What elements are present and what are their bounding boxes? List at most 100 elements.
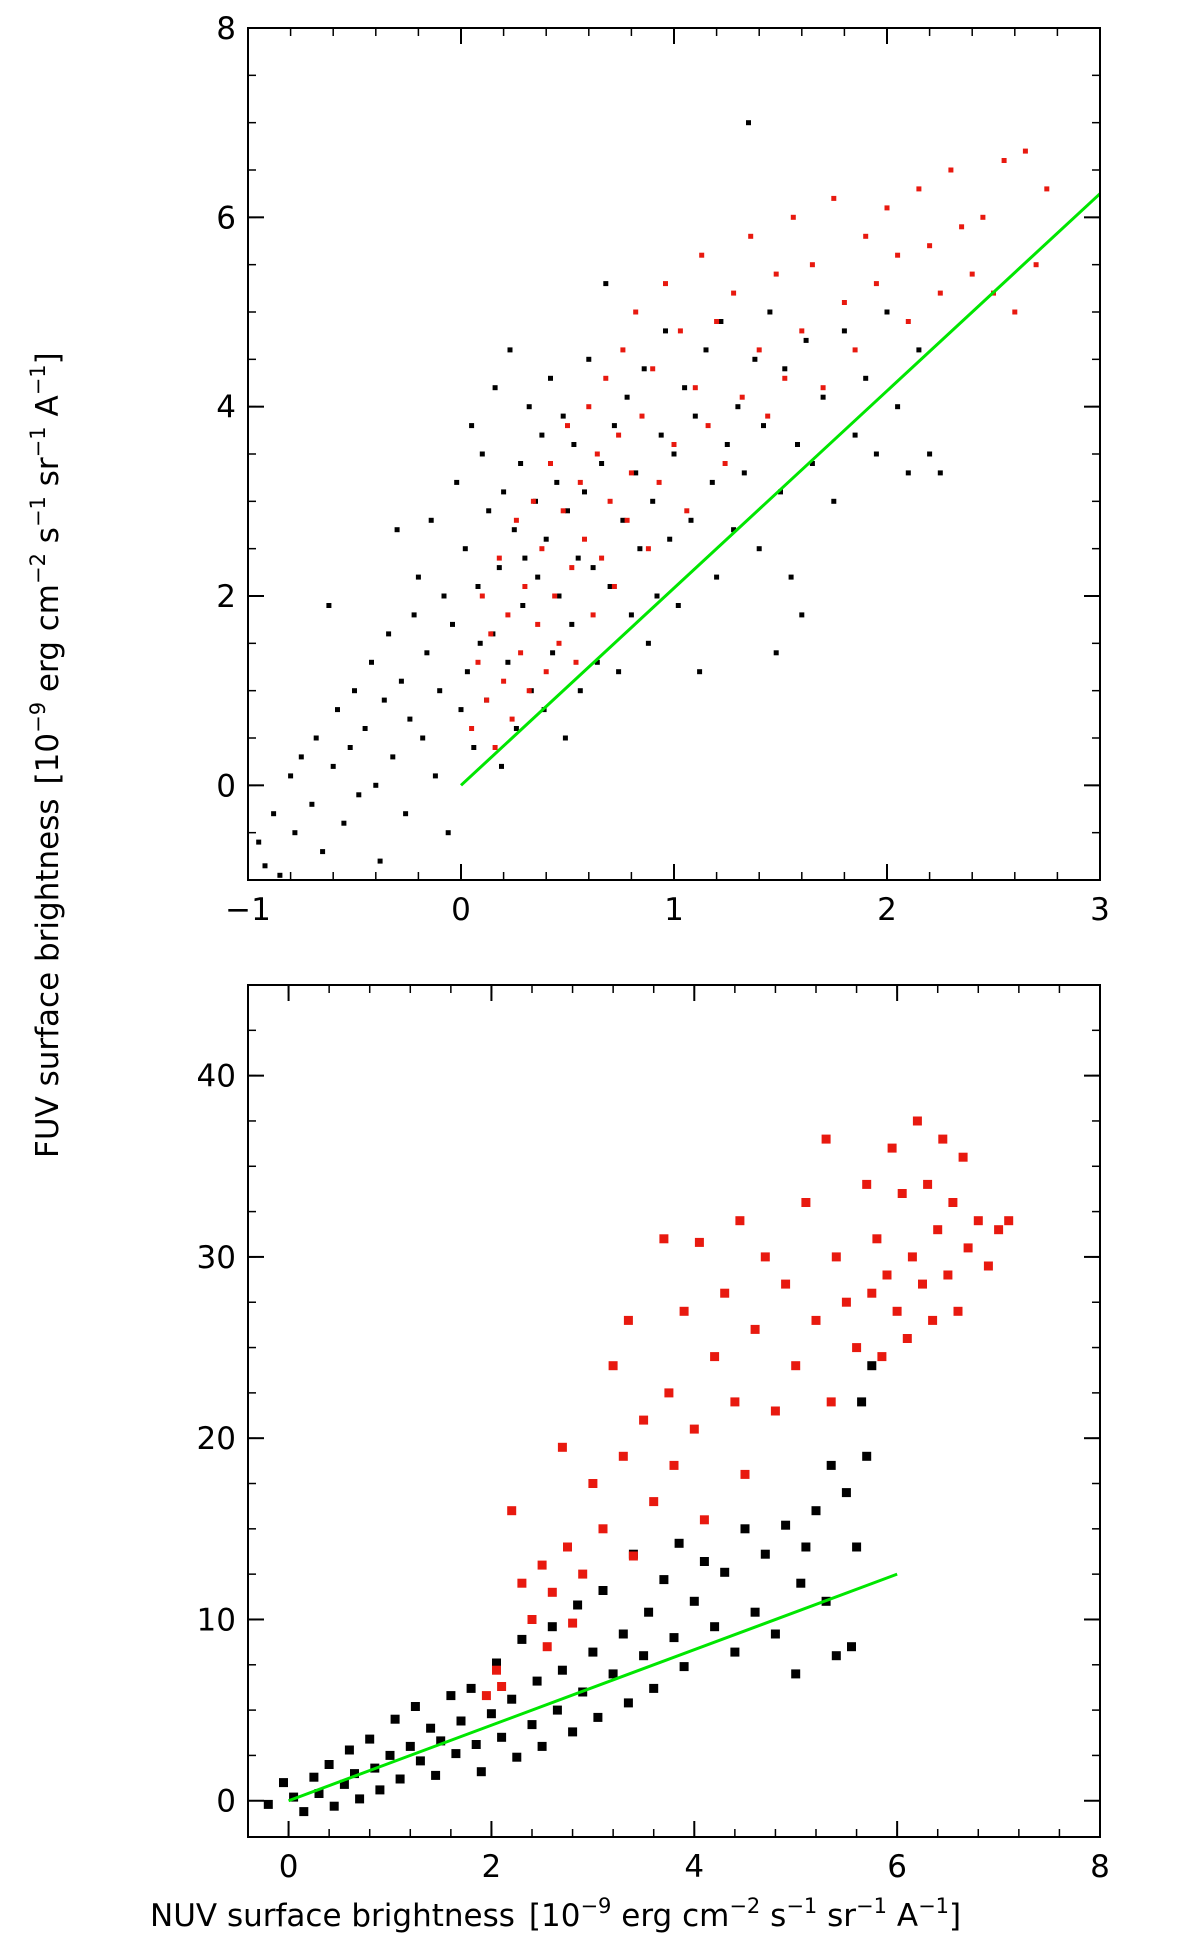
top-red-point xyxy=(543,669,549,675)
top-black-point xyxy=(586,356,592,362)
top-red-point xyxy=(556,640,562,646)
top-black-point xyxy=(616,669,622,675)
top-red-point xyxy=(577,479,583,485)
bottom-red-point xyxy=(547,1587,557,1597)
bottom-black-point xyxy=(588,1647,598,1657)
top-black-point xyxy=(454,479,460,485)
bottom-red-point xyxy=(735,1216,745,1226)
bottom-black-point xyxy=(659,1575,669,1585)
bottom-black-point xyxy=(279,1778,288,1788)
top-black-point xyxy=(386,631,392,637)
top-red-point xyxy=(937,290,943,296)
top-black-point xyxy=(373,782,379,788)
top-red-point xyxy=(916,186,922,192)
top-black-point xyxy=(271,811,277,817)
top-red-point xyxy=(607,498,613,504)
bottom-black-point xyxy=(431,1770,441,1780)
top-red-point xyxy=(731,290,737,296)
top-black-point xyxy=(464,669,470,675)
top-black-point xyxy=(884,309,890,315)
top-black-point xyxy=(428,517,434,523)
bottom-red-point xyxy=(958,1152,968,1162)
top-black-point xyxy=(658,432,664,438)
top-plot-frame xyxy=(247,27,1101,881)
bottom-black-point xyxy=(395,1774,405,1784)
top-red-point xyxy=(582,536,587,542)
bottom-black-point xyxy=(410,1702,420,1711)
bottom-black-point xyxy=(801,1542,811,1552)
top-red-point xyxy=(739,394,745,400)
bottom-black-point xyxy=(847,1642,856,1652)
x-axis-label: NUV surface brightness [10−9 erg cm−2 s−1… xyxy=(150,1894,961,1934)
top-black-point xyxy=(767,309,773,315)
bottom-scatter-panel: 0 2 4 6 8 0 10 20 30 40 xyxy=(197,984,1110,1885)
top-black-point xyxy=(624,394,630,400)
top-black-point xyxy=(398,678,404,684)
top-red-point xyxy=(905,319,911,324)
top-red-point xyxy=(820,385,826,391)
bottom-black-point xyxy=(770,1629,780,1639)
y-exponent: −9 xyxy=(26,702,50,733)
top-black-point xyxy=(471,745,477,750)
top-y-tick-label: 6 xyxy=(216,200,236,236)
top-black-point xyxy=(341,820,347,826)
bottom-red-point xyxy=(933,1225,943,1235)
top-black-point xyxy=(420,735,426,741)
top-black-point xyxy=(692,413,698,419)
bottom-red-point xyxy=(659,1234,669,1244)
bottom-y-tick-label: 0 xyxy=(216,1784,236,1820)
bottom-red-point xyxy=(983,1261,993,1271)
bottom-black-point xyxy=(375,1785,385,1795)
y-exponent: −1 xyxy=(26,496,50,527)
y-unit-part: sr xyxy=(30,457,66,496)
top-red-point xyxy=(530,498,536,504)
top-red-point xyxy=(722,461,728,466)
top-black-point xyxy=(550,650,556,656)
top-black-point xyxy=(390,754,396,760)
bottom-black-point xyxy=(791,1669,801,1679)
top-black-point xyxy=(511,527,517,533)
bottom-red-point xyxy=(826,1397,836,1407)
top-red-point xyxy=(505,612,511,618)
top-black-point xyxy=(778,489,783,495)
top-red-point xyxy=(884,205,890,211)
bottom-red-point xyxy=(907,1252,917,1262)
top-black-point xyxy=(873,451,879,457)
x-unit-part: [10 xyxy=(529,1898,581,1934)
bottom-red-point xyxy=(689,1424,699,1434)
top-red-point xyxy=(980,214,986,220)
top-red-point xyxy=(1033,262,1039,268)
bottom-red-point xyxy=(963,1243,973,1253)
top-red-point xyxy=(959,224,965,230)
top-black-point xyxy=(394,527,400,533)
top-red-point xyxy=(969,271,975,277)
y-axis-title: FUV surface brightness xyxy=(30,798,66,1158)
bottom-black-point xyxy=(471,1740,481,1749)
top-black-point xyxy=(611,423,617,429)
top-black-point xyxy=(262,863,268,869)
top-red-point xyxy=(705,423,711,429)
bottom-plot-frame xyxy=(247,984,1101,1838)
bottom-red-point xyxy=(862,1179,872,1189)
top-red-point xyxy=(469,726,475,731)
y-unit-part: s xyxy=(30,527,66,553)
bottom-red-point xyxy=(598,1524,608,1534)
x-axis-title: NUV surface brightness xyxy=(150,1898,515,1934)
bottom-red-point xyxy=(912,1116,922,1126)
top-red-point xyxy=(699,252,705,258)
top-red-point xyxy=(809,262,815,268)
top-red-point xyxy=(620,347,626,353)
bottom-black-point xyxy=(857,1397,867,1407)
bottom-black-point xyxy=(689,1596,699,1606)
top-black-point xyxy=(335,707,340,713)
top-black-point xyxy=(645,640,651,646)
top-black-point xyxy=(675,603,681,608)
top-black-point xyxy=(369,659,374,665)
top-black-point xyxy=(356,792,362,798)
bottom-black-point xyxy=(568,1727,578,1737)
bottom-red-point xyxy=(517,1578,527,1588)
top-black-point xyxy=(773,650,779,656)
top-y-tick-label: 2 xyxy=(216,579,236,615)
bottom-red-point xyxy=(623,1315,633,1325)
top-black-point xyxy=(411,612,417,618)
